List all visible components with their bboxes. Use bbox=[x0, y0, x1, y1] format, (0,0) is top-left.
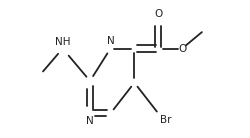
Text: O: O bbox=[178, 43, 186, 54]
Text: N: N bbox=[106, 36, 114, 46]
Text: NH: NH bbox=[55, 37, 70, 47]
Text: Br: Br bbox=[160, 115, 171, 125]
Text: N: N bbox=[86, 116, 94, 126]
Text: O: O bbox=[154, 9, 162, 19]
